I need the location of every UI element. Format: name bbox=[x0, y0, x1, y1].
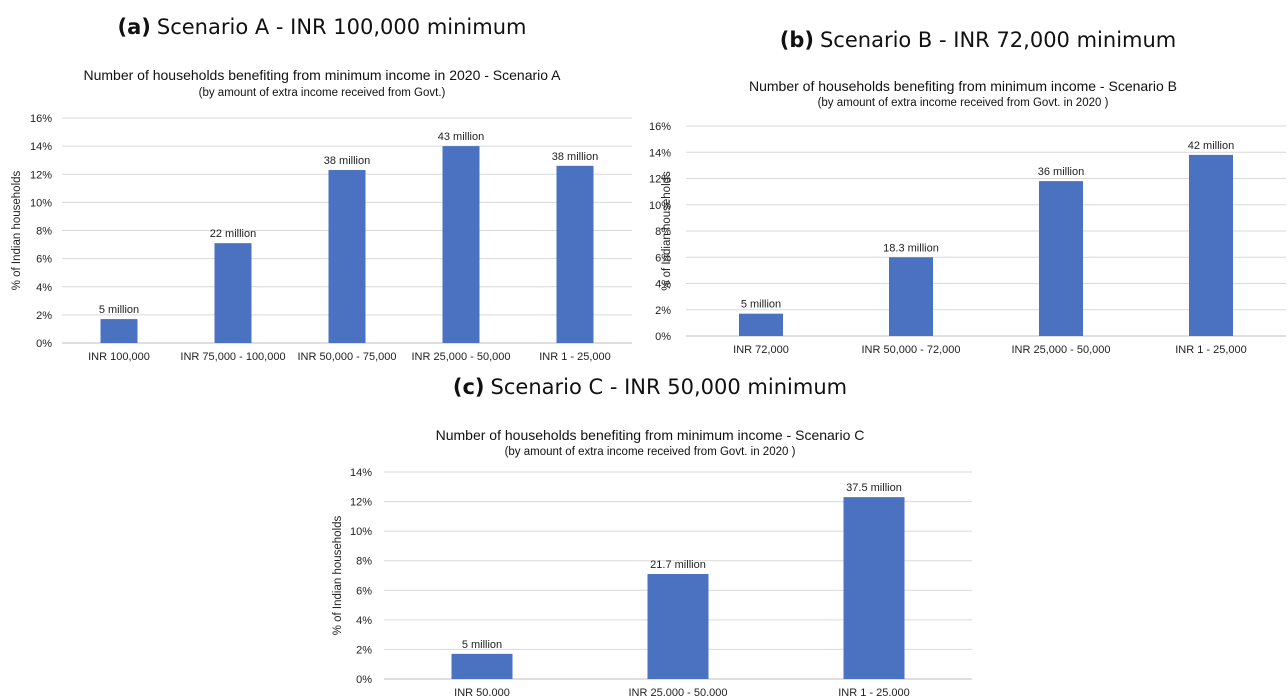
y-axis-label-c: % of Indian households bbox=[332, 515, 344, 635]
y-tick-label-a-0: 0% bbox=[36, 338, 52, 350]
panel-a-label: (a) bbox=[118, 15, 151, 39]
y-tick-label-a-8: 16% bbox=[30, 113, 52, 125]
y-tick-label-b-7: 14% bbox=[649, 147, 671, 159]
y-tick-label-b-2: 4% bbox=[655, 279, 671, 291]
y-tick-label-c-7: 14% bbox=[350, 467, 372, 479]
data-label-b-0: 5 million bbox=[741, 299, 781, 311]
data-label-a-2: 38 million bbox=[324, 155, 370, 167]
y-axis-label-a: % of Indian households bbox=[11, 170, 23, 290]
chart-c-plot: 0% 2% 4% 6% 8% 10% 12% 14% % of Indian household… bbox=[332, 467, 972, 696]
x-tick-label-a-1: INR 75,000 - 100,000 bbox=[180, 351, 285, 363]
x-tick-label-b-0: INR 72,000 bbox=[733, 344, 789, 356]
x-tick-label-b-3: INR 1 - 25,000 bbox=[1175, 344, 1247, 356]
y-tick-label-b-5: 10% bbox=[649, 200, 671, 212]
x-tick-label-a-2: INR 50,000 - 75,000 bbox=[297, 351, 396, 363]
bar-b-2 bbox=[1039, 181, 1083, 336]
y-tick-label-a-3: 6% bbox=[36, 254, 52, 266]
bar-c-1 bbox=[647, 574, 709, 679]
y-tick-label-c-1: 2% bbox=[356, 644, 372, 656]
x-tick-label-a-0: INR 100,000 bbox=[88, 351, 150, 363]
chart-b-title: Number of households benefiting from min… bbox=[749, 78, 1177, 94]
bar-a-0 bbox=[100, 319, 138, 343]
y-tick-label-b-4: 8% bbox=[655, 226, 671, 238]
chart-c-subtitle: (by amount of extra income received from… bbox=[505, 446, 796, 458]
y-tick-label-c-0: 0% bbox=[356, 674, 372, 686]
bar-a-1 bbox=[214, 243, 252, 343]
y-tick-label-a-6: 12% bbox=[30, 169, 52, 181]
chart-b-subtitle: (by amount of extra income received from… bbox=[818, 97, 1109, 109]
panel-c-label: (c) bbox=[453, 375, 485, 399]
y-tick-label-a-7: 14% bbox=[30, 141, 52, 153]
panel-c-heading-text: Scenario C - INR 50,000 minimum bbox=[491, 375, 848, 399]
y-tick-label-c-6: 12% bbox=[350, 497, 372, 509]
bar-a-3 bbox=[442, 146, 480, 343]
x-tick-label-c-0: INR 50,000 bbox=[454, 687, 510, 696]
chart-c-title: Number of households benefiting from min… bbox=[436, 427, 865, 443]
bar-c-0 bbox=[451, 653, 513, 679]
y-tick-label-c-5: 10% bbox=[350, 526, 372, 538]
panel-a-heading-text: Scenario A - INR 100,000 minimum bbox=[157, 15, 527, 39]
y-tick-label-b-1: 2% bbox=[655, 305, 671, 317]
chart-a-subtitle: (by amount of extra income received from… bbox=[199, 87, 446, 99]
data-label-a-3: 43 million bbox=[438, 131, 484, 143]
panel-a-heading: (a) Scenario A - INR 100,000 minimum bbox=[118, 15, 527, 39]
data-label-c-2: 37.5 million bbox=[846, 482, 902, 494]
bar-b-1 bbox=[889, 257, 933, 336]
x-tick-label-b-1: INR 50,000 - 72,000 bbox=[861, 344, 960, 356]
data-label-a-0: 5 million bbox=[99, 304, 139, 316]
y-tick-label-b-3: 6% bbox=[655, 252, 671, 264]
y-axis-label-b: % of Indian households bbox=[661, 171, 673, 291]
data-label-c-0: 5 million bbox=[462, 639, 502, 651]
y-tick-label-b-0: 0% bbox=[655, 331, 671, 343]
chart-b-plot: 0% 2% 4% 6% 8% 10% 12% 14% 16% % of Indian househ… bbox=[649, 121, 1286, 356]
y-tick-label-a-2: 4% bbox=[36, 282, 52, 294]
panel-b-label: (b) bbox=[780, 28, 814, 52]
y-tick-label-c-4: 8% bbox=[356, 556, 372, 568]
y-tick-label-c-2: 4% bbox=[356, 615, 372, 627]
y-tick-label-a-1: 2% bbox=[36, 310, 52, 322]
bar-a-2 bbox=[328, 170, 366, 343]
x-tick-label-a-4: INR 1 - 25,000 bbox=[539, 351, 611, 363]
bar-b-3 bbox=[1189, 154, 1233, 336]
data-label-b-2: 36 million bbox=[1038, 166, 1084, 178]
bar-c-2 bbox=[843, 497, 905, 679]
x-tick-label-c-2: INR 1 - 25,000 bbox=[838, 687, 910, 696]
y-tick-label-c-3: 6% bbox=[356, 585, 372, 597]
data-label-a-1: 22 million bbox=[210, 228, 256, 240]
chart-a-plot: 0% 2% 4% 6% 8% 10% 12% 14% 16% % of Indian househ… bbox=[11, 113, 632, 363]
x-tick-label-b-2: INR 25,000 - 50,000 bbox=[1011, 344, 1110, 356]
y-tick-label-b-8: 16% bbox=[649, 121, 671, 133]
panel-b-heading: (b) Scenario B - INR 72,000 minimum bbox=[780, 28, 1177, 52]
bar-b-0 bbox=[739, 313, 783, 336]
data-label-c-1: 21.7 million bbox=[650, 559, 706, 571]
chart-a-title: Number of households benefiting from min… bbox=[83, 67, 561, 83]
data-label-b-1: 18.3 million bbox=[883, 242, 939, 254]
x-tick-label-a-3: INR 25,000 - 50,000 bbox=[411, 351, 510, 363]
x-tick-label-c-1: INR 25,000 - 50,000 bbox=[628, 687, 727, 696]
y-tick-label-b-6: 12% bbox=[649, 174, 671, 186]
data-label-a-4: 38 million bbox=[552, 151, 598, 163]
y-tick-label-a-5: 10% bbox=[30, 197, 52, 209]
panel-c-heading: (c) Scenario C - INR 50,000 minimum bbox=[453, 375, 847, 399]
bar-a-4 bbox=[556, 165, 594, 343]
y-tick-label-a-4: 8% bbox=[36, 226, 52, 238]
panel-b-heading-text: Scenario B - INR 72,000 minimum bbox=[820, 28, 1176, 52]
data-label-b-3: 42 million bbox=[1188, 140, 1234, 152]
